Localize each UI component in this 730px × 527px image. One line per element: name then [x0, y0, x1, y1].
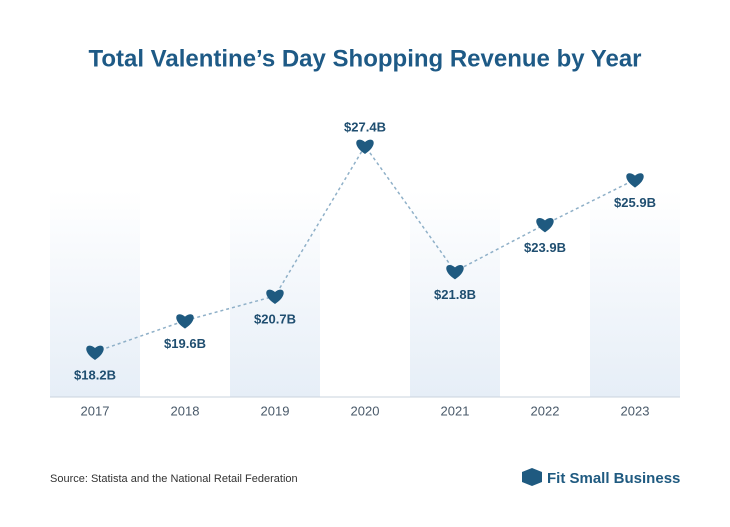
heart-marker	[176, 314, 194, 329]
x-tick-label: 2022	[531, 403, 560, 418]
column-band	[590, 190, 680, 397]
heart-marker	[86, 345, 104, 360]
value-label: $19.6B	[164, 336, 206, 351]
brand-icon	[522, 468, 542, 486]
chart-title: Total Valentine’s Day Shopping Revenue b…	[88, 45, 641, 72]
column-band	[50, 190, 140, 397]
column-band	[410, 190, 500, 397]
value-label: $25.9B	[614, 195, 656, 210]
value-label: $27.4B	[344, 119, 386, 134]
source-note: Source: Statista and the National Retail…	[50, 473, 298, 485]
heart-marker	[626, 173, 644, 188]
x-tick-label: 2020	[351, 403, 380, 418]
x-tick-label: 2019	[261, 403, 290, 418]
x-tick-label: 2018	[171, 403, 200, 418]
heart-marker	[446, 265, 464, 280]
x-tick-label: 2017	[81, 403, 110, 418]
value-label: $23.9B	[524, 240, 566, 255]
brand-logo: Fit Small Business	[522, 468, 680, 487]
value-label: $18.2B	[74, 367, 116, 382]
heart-marker	[356, 139, 374, 154]
x-tick-label: 2021	[441, 403, 470, 418]
brand-name: Fit Small Business	[547, 470, 680, 487]
heart-marker	[266, 289, 284, 305]
value-label: $20.7B	[254, 311, 296, 326]
heart-marker	[536, 218, 554, 233]
value-label: $21.8B	[434, 287, 476, 302]
x-tick-label: 2023	[621, 403, 650, 418]
